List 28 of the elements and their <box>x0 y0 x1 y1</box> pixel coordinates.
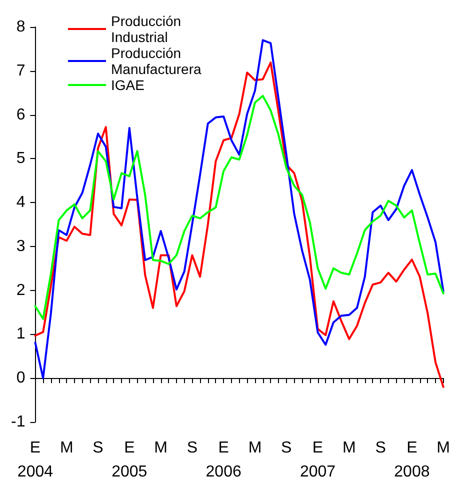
x-tick-label: M <box>248 440 262 456</box>
y-tick-label: 8 <box>16 18 26 36</box>
x-tick-label: S <box>375 440 386 456</box>
line-series <box>34 94 444 320</box>
y-tick-label: 3 <box>16 238 26 255</box>
y-tick-label: 4 <box>16 194 26 212</box>
y-tick-label: 7 <box>16 62 26 80</box>
y-tick-label: -1 <box>10 414 26 430</box>
x-tick-label: E 2005 <box>112 440 148 480</box>
x-tick-label: M <box>436 440 450 456</box>
x-tick-label: E 2004 <box>17 440 54 480</box>
x-tick-label: S <box>281 440 292 456</box>
x-tick-label: S <box>92 440 104 456</box>
x-tick-label: M <box>342 440 356 456</box>
x-tick-label: E 2006 <box>206 440 242 480</box>
x-tick-label: E 2007 <box>300 440 336 480</box>
y-tick-label: 2 <box>16 282 26 299</box>
x-tick-label: M <box>60 440 74 456</box>
y-tick-label: 5 <box>16 150 26 168</box>
legend-label: IGAE <box>111 77 144 93</box>
y-tick-label: 1 <box>16 326 26 343</box>
x-tick-label: S <box>186 440 198 456</box>
y-tick-label: 0 <box>16 370 26 387</box>
legend-label: Producción Industrial <box>111 13 185 45</box>
legend-label: Producción Manufacturera <box>111 45 202 77</box>
x-tick-label: E 2008 <box>394 440 430 480</box>
y-tick-label: 6 <box>16 106 26 124</box>
x-tick-label: M <box>154 440 168 456</box>
